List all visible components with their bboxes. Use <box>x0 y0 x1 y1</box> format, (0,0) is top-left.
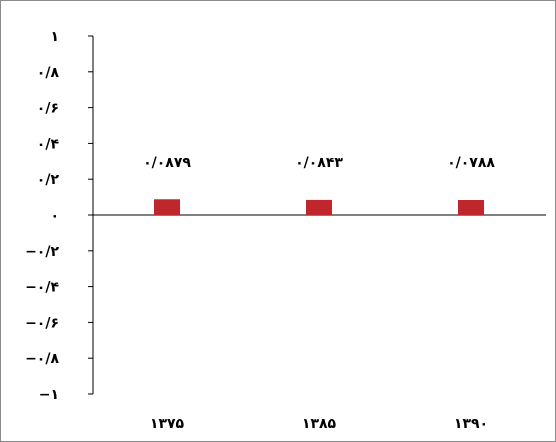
category-label: ۱۳۸۵ <box>302 416 337 432</box>
y-tick-label: ۱ <box>50 29 59 45</box>
y-axis-ticks: ۱ ۰/۸ ۰/۶ ۰/۴ ۰/۲ ۰ −۰/۲ −۰/۴ −۰/۶ −۰/۸ −۱ <box>25 29 93 403</box>
data-labels-group: ۰/۰۸۷۹ ۰/۰۸۴۳ ۰/۰۷۸۸ <box>143 155 495 171</box>
bar <box>154 199 180 215</box>
bars-group <box>154 199 484 215</box>
y-tick-label: −۱ <box>39 387 59 403</box>
y-tick-label: ۰/۶ <box>37 101 59 117</box>
bar <box>458 200 484 215</box>
category-labels-group: ۱۳۷۵ ۱۳۸۵ ۱۳۹۰ <box>150 416 488 432</box>
y-tick-label: −۰/۴ <box>25 280 59 296</box>
data-label: ۰/۰۸۴۳ <box>295 155 343 171</box>
y-tick-label: ۰/۲ <box>37 172 60 188</box>
bar <box>306 199 332 215</box>
y-tick-label: −۰/۸ <box>25 351 59 367</box>
y-tick-label: −۰/۶ <box>25 315 59 331</box>
y-tick-label: ۰ <box>50 208 59 224</box>
y-tick-label: ۰/۸ <box>37 65 60 81</box>
data-label: ۰/۰۷۸۸ <box>447 155 495 171</box>
data-label: ۰/۰۸۷۹ <box>143 155 191 171</box>
category-label: ۱۳۹۰ <box>454 416 488 432</box>
category-label: ۱۳۷۵ <box>150 416 185 432</box>
y-tick-label: ۰/۴ <box>37 136 60 152</box>
y-tick-label: −۰/۲ <box>25 244 59 260</box>
